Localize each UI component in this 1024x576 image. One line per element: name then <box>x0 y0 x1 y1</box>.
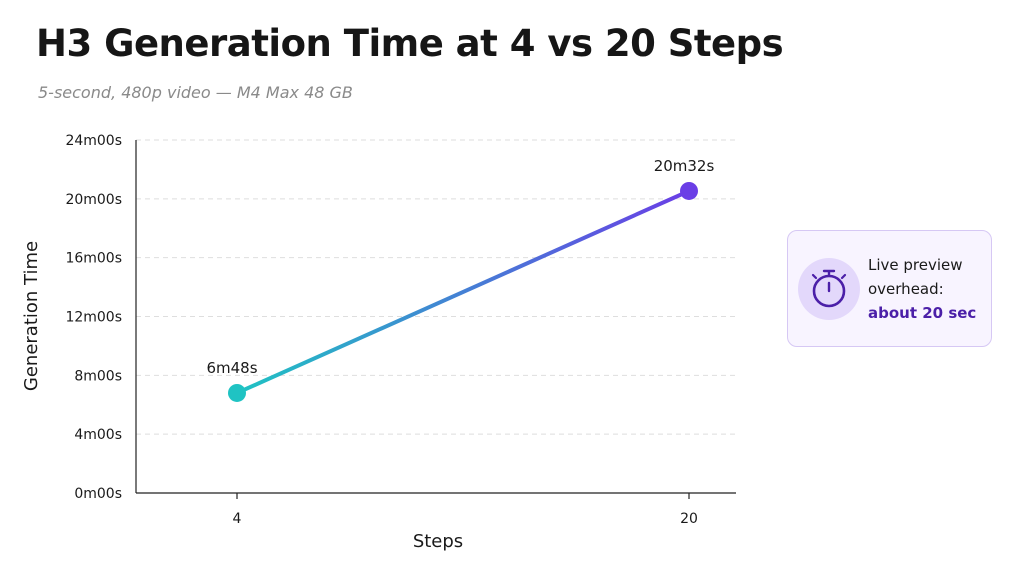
data-point <box>228 383 246 402</box>
chart-title: H3 Generation Time at 4 vs 20 Steps <box>36 22 784 65</box>
x-tick-label: 20 <box>680 511 698 527</box>
data-point <box>680 181 698 200</box>
y-tick-label: 24m00s <box>65 133 122 149</box>
stopwatch-icon <box>798 258 860 320</box>
chart-subtitle: 5-second, 480p video — M4 Max 48 GB <box>38 83 353 102</box>
y-tick-label: 12m00s <box>65 310 122 326</box>
x-tick-labels: 4 20 <box>233 511 698 527</box>
series-line: 6m48s 20m32s <box>206 157 714 402</box>
y-tick-labels: 0m00s 4m00s 8m00s 12m00s 16m00s 20m00s 24m00s <box>65 133 122 502</box>
data-label: 6m48s <box>206 359 257 377</box>
gridlines <box>136 139 736 435</box>
callout-text: Live preview overhead: about 20 sec <box>868 253 976 325</box>
y-tick-label: 0m00s <box>74 486 122 502</box>
preview-overhead-callout: Live preview overhead: about 20 sec <box>787 230 992 347</box>
y-tick-label: 20m00s <box>65 192 122 208</box>
axes <box>135 140 736 499</box>
y-tick-label: 8m00s <box>74 368 122 384</box>
y-tick-label: 4m00s <box>74 427 122 443</box>
data-label: 20m32s <box>654 157 715 175</box>
y-axis-title: Generation Time <box>21 241 42 391</box>
callout-highlight: about 20 sec <box>868 304 977 322</box>
y-tick-label: 16m00s <box>65 251 122 267</box>
series-line-segment <box>235 188 691 395</box>
x-axis-title: Steps <box>413 531 463 552</box>
callout-line-1: Live preview <box>868 256 963 274</box>
x-tick-label: 4 <box>233 511 242 527</box>
callout-line-2: overhead: <box>868 280 944 298</box>
